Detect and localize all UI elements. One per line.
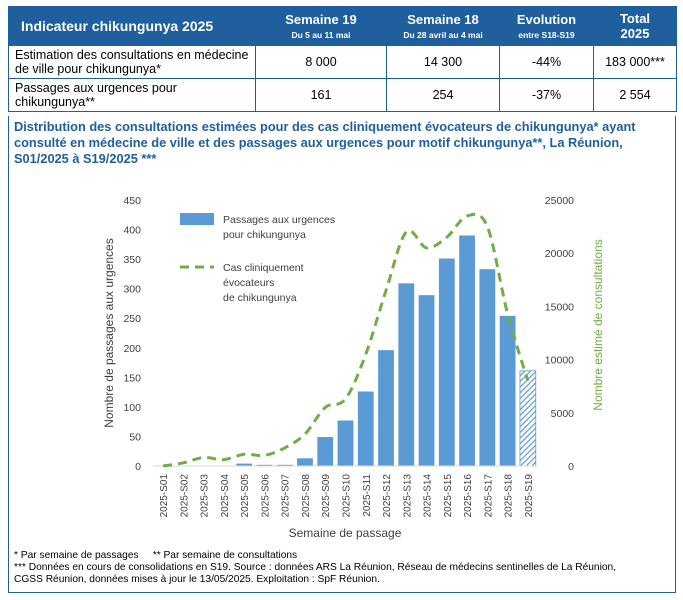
x-tick-label: 2025-S10 [342, 474, 353, 518]
col-label: Semaine 19 [285, 11, 357, 27]
y2-tick-label: 10000 [545, 355, 574, 367]
chart-panel [8, 116, 676, 593]
table-cell: 8 000 [255, 45, 387, 79]
y-tick-label: 350 [123, 254, 141, 266]
y-tick-label: 250 [123, 313, 141, 325]
line-series-consultations [162, 212, 530, 468]
col-label: Semaine 18 [407, 11, 479, 27]
table-title: Indicateur chikungunya 2025 [8, 6, 256, 46]
x-tick-label: 2025-S06 [260, 474, 271, 518]
table-row: Estimation des consultations en médecine… [8, 45, 677, 79]
y2-tick-label: 0 [568, 461, 574, 473]
col-header-evolution: Evolution entre S18-S19 [499, 6, 594, 46]
y-tick-label: 150 [123, 372, 141, 384]
table-cell: 161 [255, 78, 387, 112]
x-tick-label: 2025-S14 [423, 474, 434, 518]
table-cell: 254 [386, 78, 500, 112]
footnote-line: * Par semaine de passages ** Par semaine… [14, 550, 298, 561]
y-tick-label: 400 [123, 225, 141, 237]
table-cell: 2 554 [593, 78, 677, 112]
x-tick-label: 2025-S07 [281, 474, 292, 518]
col-sub: Du 5 au 11 mai [291, 29, 351, 40]
row-label: Passages aux urgences pour chikungunya** [8, 78, 256, 112]
bar [256, 464, 273, 466]
table-row: Passages aux urgences pour chikungunya**… [8, 78, 677, 112]
col-header-s18: Semaine 18 Du 28 avril au 4 mai [386, 6, 500, 46]
bar [378, 350, 394, 466]
footnote-line: *** Données en cours de consolidations e… [14, 562, 617, 573]
y-tick-label: 300 [123, 284, 141, 296]
x-tick-label: 2025-S11 [362, 474, 373, 517]
x-tick-label: 2025-S09 [321, 474, 332, 518]
x-tick-label: 2025-S04 [220, 474, 231, 518]
x-tick-label: 2025-S02 [179, 474, 190, 518]
col-label: Evolution [516, 11, 577, 27]
bar [317, 437, 334, 466]
y-tick-label: 100 [123, 402, 141, 414]
table-cell: 183 000*** [593, 45, 677, 79]
y-tick-label: 50 [129, 431, 141, 443]
col-header-s19: Semaine 19 Du 5 au 11 mai [255, 6, 387, 46]
x-tick-label: 2025-S13 [402, 474, 413, 518]
x-tick-label: 2025-S16 [463, 474, 474, 518]
x-axis-title: Semaine de passage [289, 526, 402, 540]
y-tick-label: 0 [135, 461, 141, 473]
bar [236, 463, 253, 466]
x-tick-label: 2025-S08 [301, 474, 312, 518]
legend-label-line: Cas cliniquement [223, 262, 304, 274]
footnotes: * Par semaine de passages ** Par semaine… [14, 550, 674, 586]
y-tick-label: 450 [123, 195, 141, 207]
legend-label-line: évocateurs [223, 277, 274, 289]
x-tick-label: 2025-S15 [443, 474, 454, 518]
bar [459, 235, 475, 466]
table-cell: -44% [499, 45, 594, 79]
bar [398, 283, 415, 466]
table-header-row: Indicateur chikungunya 2025 Semaine 19 Du… [8, 6, 677, 46]
bar [519, 370, 537, 467]
y2-tick-label: 5000 [551, 408, 575, 420]
x-tick-label: 2025-S03 [200, 474, 211, 518]
bar [297, 458, 313, 466]
x-tick-label: 2025-S01 [159, 474, 170, 518]
legend-label-line: de chikungunya [223, 292, 297, 304]
footnote-line: CGSS Réunion, données mises à jour le 13… [14, 574, 380, 585]
x-tick-label: 2025-S05 [240, 474, 251, 518]
bar [479, 269, 496, 466]
chart: 0 50 100 150 200 250 300 350 400 450 0 5000 10000 150… [102, 195, 605, 540]
col-sub: 2025 [620, 26, 650, 41]
y2-axis-title: Nombre estimé de consultations [591, 239, 605, 410]
y2-tick-label: 25000 [545, 195, 574, 207]
x-tick-label: 2025-S18 [504, 474, 515, 518]
col-sub: entre S18-S19 [518, 29, 575, 40]
y2-tick-label: 15000 [545, 301, 574, 313]
bar [418, 295, 435, 466]
col-header-total: Total 2025 [593, 6, 677, 46]
bar [337, 420, 354, 466]
bar [499, 315, 516, 466]
bar [357, 391, 374, 466]
legend-label-bars: Passages aux urgences [223, 214, 335, 226]
legend-label-bars: pour chikungunya [223, 229, 306, 241]
y2-tick-label: 20000 [545, 248, 574, 260]
col-label: Total [619, 11, 651, 26]
row-label: Estimation des consultations en médecine… [8, 45, 256, 79]
y-tick-label: 200 [123, 343, 141, 355]
bar [438, 258, 455, 466]
legend-swatch-bars [180, 213, 214, 225]
chart-title: Distribution des consultations estimées … [14, 119, 636, 166]
x-tick-label: 2025-S12 [382, 474, 393, 518]
x-tick-label: 2025-S17 [483, 474, 494, 518]
col-sub: Du 28 avril au 4 mai [403, 29, 483, 40]
table-cell: -37% [499, 78, 594, 112]
x-tick-label: 2025-S19 [524, 474, 535, 518]
y-axis-title: Nombre de passages aux urgences [102, 238, 116, 427]
bar [276, 464, 293, 466]
table-cell: 14 300 [386, 45, 500, 79]
indicator-table: Indicateur chikungunya 2025 Semaine 19 Du… [8, 6, 677, 112]
